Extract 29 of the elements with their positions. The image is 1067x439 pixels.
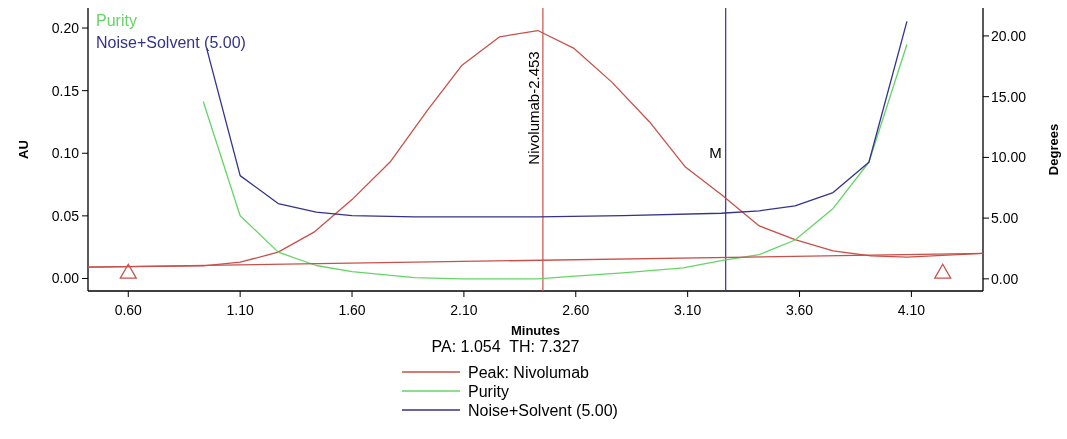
- text: Purity: [96, 12, 137, 29]
- x-tick-label: 0.60: [114, 302, 143, 318]
- y2-tick-label: 20.00: [991, 27, 1027, 44]
- x-tick-label: 2.10: [450, 302, 478, 318]
- x-tick-label: 4.10: [897, 302, 926, 318]
- x-axis-title: Minutes: [510, 323, 561, 338]
- y-axis-title: AU: [16, 140, 31, 159]
- y-tick-label: 0.00: [51, 270, 80, 287]
- x-tick-label: 3.10: [674, 302, 702, 318]
- y-tick-label: 0.20: [51, 20, 80, 37]
- y2-tick-label: 5.00: [991, 210, 1019, 227]
- ref-line-label: Nivolumab-2.453: [524, 51, 542, 165]
- y2-tick-label: 15.00: [991, 88, 1027, 105]
- x-tick-label: 2.60: [562, 302, 590, 318]
- y-tick-label: 0.10: [51, 145, 80, 162]
- y2-tick-label: 0.00: [991, 270, 1019, 287]
- text: PA: 1.054 TH: 7.327: [431, 338, 580, 355]
- y2-axis-title: Degrees: [1046, 123, 1061, 176]
- legend-label: Purity: [468, 383, 509, 400]
- x-tick-label: 1.60: [338, 302, 366, 318]
- ref-line-label: M: [709, 144, 722, 161]
- x-tick-label: 1.10: [226, 302, 254, 318]
- x-tick-label: 3.60: [785, 302, 814, 318]
- y2-tick-label: 10.00: [991, 149, 1027, 166]
- text: Noise+Solvent (5.00): [96, 34, 246, 51]
- legend-label: Noise+Solvent (5.00): [468, 402, 618, 419]
- y-tick-label: 0.15: [51, 82, 80, 99]
- y-tick-label: 0.05: [51, 207, 80, 224]
- legend-label: Peak: Nivolumab: [468, 364, 590, 381]
